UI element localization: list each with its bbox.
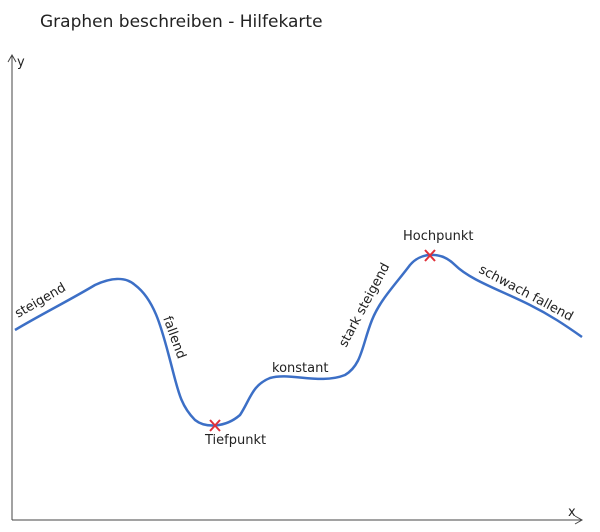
tiefpunkt-marker	[209, 419, 221, 432]
label-tiefpunkt: Tiefpunkt	[204, 433, 266, 448]
label-konstant: konstant	[272, 361, 328, 376]
label-stark-steigend: stark steigend	[336, 261, 393, 350]
y-axis-label: y	[17, 55, 25, 70]
hochpunkt-marker	[424, 249, 436, 262]
x-axis-label: x	[568, 505, 576, 520]
label-hochpunkt: Hochpunkt	[403, 229, 473, 244]
label-schwach-fallend: schwach fallend	[476, 262, 575, 324]
title: Graphen beschreiben - Hilfekarte	[40, 12, 323, 32]
curve	[14, 253, 583, 427]
axes	[7, 53, 584, 525]
